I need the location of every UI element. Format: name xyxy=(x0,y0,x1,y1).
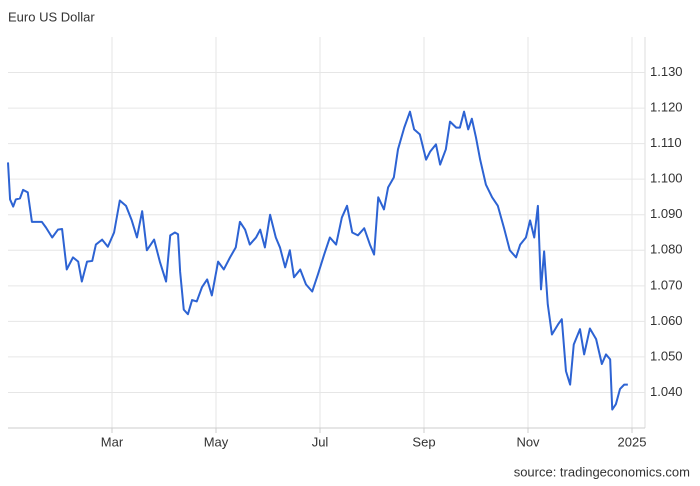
x-tick-label: Sep xyxy=(412,434,435,449)
y-tick-label: 1.100 xyxy=(650,171,683,186)
y-tick-label: 1.090 xyxy=(650,206,683,221)
y-tick-label: 1.120 xyxy=(650,100,683,115)
source: source: tradingeconomics.com xyxy=(514,464,690,479)
y-tick-label: 1.060 xyxy=(650,313,683,328)
y-tick-label: 1.070 xyxy=(650,277,683,292)
x-tick-label: Nov xyxy=(516,434,540,449)
x-tick-label: May xyxy=(204,434,229,449)
x-tick-label: 2025 xyxy=(618,434,647,449)
y-tick-label: 1.040 xyxy=(650,384,683,399)
y-tick-label: 1.080 xyxy=(650,242,683,257)
y-tick-label: 1.110 xyxy=(650,135,682,150)
x-tick-label: Jul xyxy=(312,434,329,449)
series-line xyxy=(7,110,628,411)
y-tick-label: 1.050 xyxy=(650,348,683,363)
chart-title: Euro US Dollar xyxy=(8,9,95,24)
x-tick-label: Mar xyxy=(101,434,124,449)
y-tick-label: 1.130 xyxy=(650,64,683,79)
